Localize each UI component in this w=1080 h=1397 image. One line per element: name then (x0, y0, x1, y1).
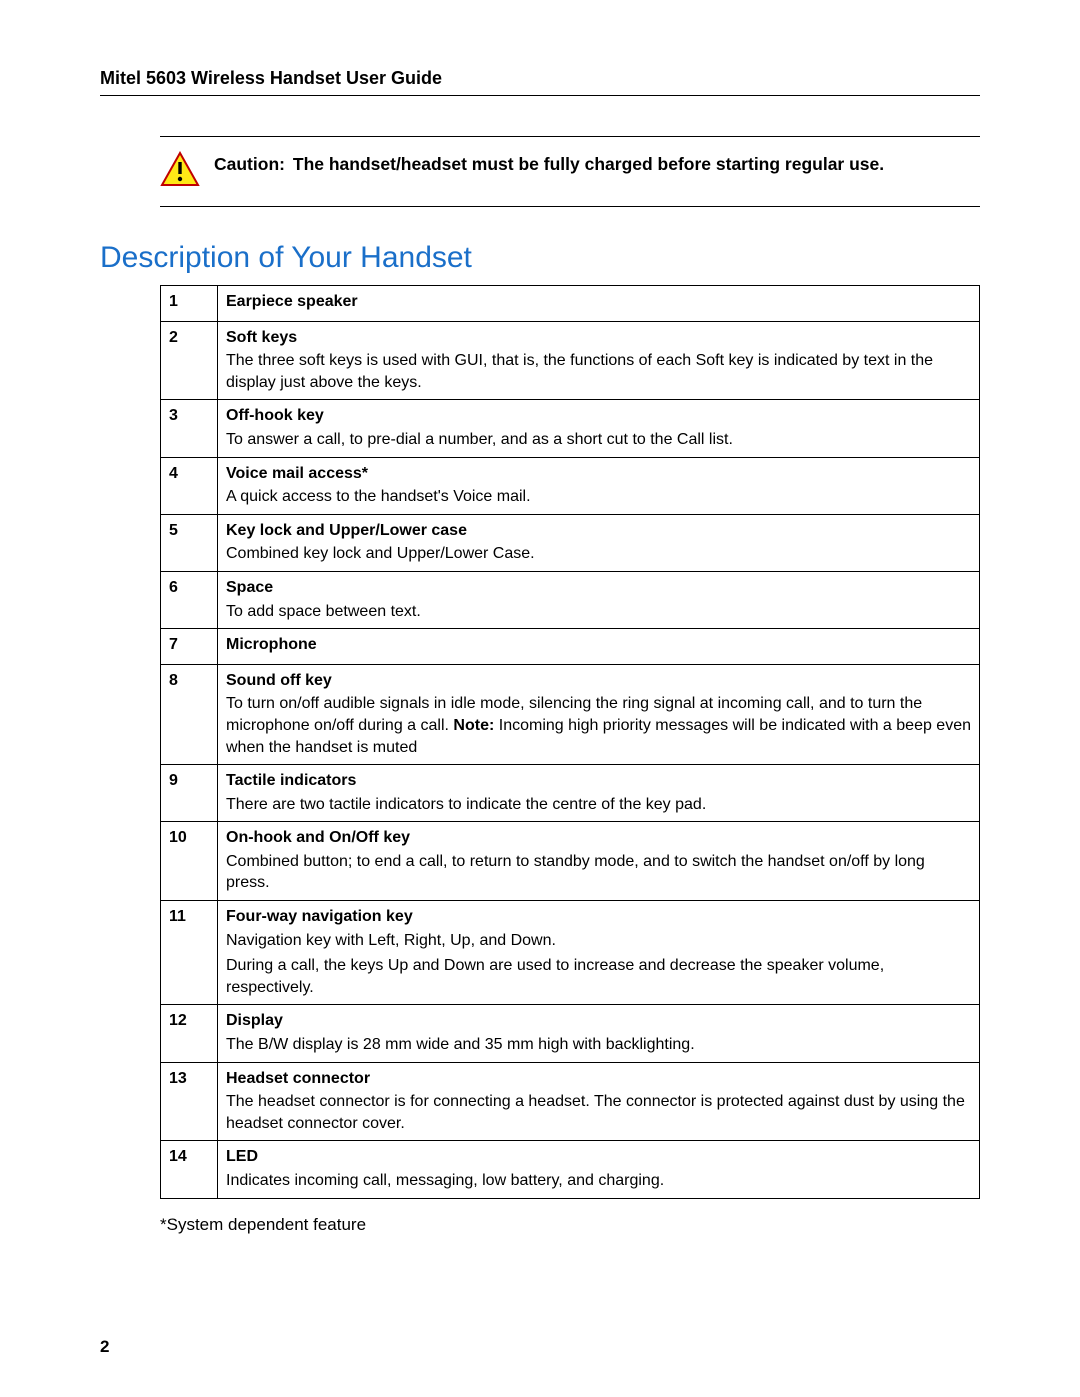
part-title: Space (226, 577, 971, 599)
row-content: Tactile indicatorsThere are two tactile … (218, 765, 980, 822)
table-row: 1 Earpiece speaker (161, 286, 980, 322)
table-row: 10On-hook and On/Off keyCombined button;… (161, 822, 980, 901)
row-content: Microphone (218, 629, 980, 665)
caution-text: Caution: The handset/headset must be ful… (214, 151, 884, 177)
row-content: Sound off keyTo turn on/off audible sign… (218, 664, 980, 764)
table-row: 3Off-hook keyTo answer a call, to pre-di… (161, 400, 980, 457)
part-description: Combined key lock and Upper/Lower Case. (226, 543, 971, 565)
parts-table-wrap: 1Earpiece speaker2Soft keysThe three sof… (160, 285, 980, 1199)
part-title: Four-way navigation key (226, 906, 971, 928)
part-description: Navigation key with Left, Right, Up, and… (226, 930, 971, 952)
row-content: LEDIndicates incoming call, messaging, l… (218, 1141, 980, 1198)
table-row: 4Voice mail access*A quick access to the… (161, 457, 980, 514)
part-description: Combined button; to end a call, to retur… (226, 851, 971, 894)
table-row: 7 Microphone (161, 629, 980, 665)
part-title: Sound off key (226, 670, 971, 692)
part-title: Earpiece speaker (226, 291, 971, 313)
row-number: 5 (161, 514, 218, 571)
row-content: SpaceTo add space between text. (218, 571, 980, 628)
part-title: Off-hook key (226, 405, 971, 427)
row-number: 9 (161, 765, 218, 822)
warning-icon (160, 151, 200, 192)
part-description: During a call, the keys Up and Down are … (226, 955, 971, 998)
part-description: To add space between text. (226, 601, 971, 623)
page-number: 2 (100, 1337, 109, 1357)
row-number: 2 (161, 321, 218, 400)
part-description: A quick access to the handset's Voice ma… (226, 486, 971, 508)
table-row: 5Key lock and Upper/Lower caseCombined k… (161, 514, 980, 571)
part-description: Indicates incoming call, messaging, low … (226, 1170, 971, 1192)
part-description: To answer a call, to pre-dial a number, … (226, 429, 971, 451)
part-description: The headset connector is for connecting … (226, 1091, 971, 1134)
header-title: Mitel 5603 Wireless Handset User Guide (100, 68, 442, 88)
part-title: Display (226, 1010, 971, 1032)
row-number: 14 (161, 1141, 218, 1198)
row-number: 12 (161, 1005, 218, 1062)
row-content: Headset connectorThe headset connector i… (218, 1062, 980, 1141)
parts-table: 1Earpiece speaker2Soft keysThe three sof… (160, 285, 980, 1199)
row-content: DisplayThe B/W display is 28 mm wide and… (218, 1005, 980, 1062)
row-content: Earpiece speaker (218, 286, 980, 322)
caution-block: Caution: The handset/headset must be ful… (160, 136, 980, 207)
part-title: Headset connector (226, 1068, 971, 1090)
row-content: On-hook and On/Off keyCombined button; t… (218, 822, 980, 901)
row-content: Off-hook keyTo answer a call, to pre-dia… (218, 400, 980, 457)
row-number: 11 (161, 901, 218, 1005)
row-number: 6 (161, 571, 218, 628)
row-number: 8 (161, 664, 218, 764)
caution-label: Caution: (214, 153, 288, 177)
part-title: LED (226, 1146, 971, 1168)
part-title: Voice mail access* (226, 463, 971, 485)
table-row: 2Soft keysThe three soft keys is used wi… (161, 321, 980, 400)
row-number: 13 (161, 1062, 218, 1141)
page-header: Mitel 5603 Wireless Handset User Guide (100, 68, 980, 96)
part-title: Microphone (226, 634, 971, 656)
table-row: 8Sound off keyTo turn on/off audible sig… (161, 664, 980, 764)
row-number: 4 (161, 457, 218, 514)
part-title: Tactile indicators (226, 770, 971, 792)
row-content: Voice mail access*A quick access to the … (218, 457, 980, 514)
table-row: 11Four-way navigation keyNavigation key … (161, 901, 980, 1005)
table-row: 14LEDIndicates incoming call, messaging,… (161, 1141, 980, 1198)
row-content: Key lock and Upper/Lower caseCombined ke… (218, 514, 980, 571)
table-row: 6SpaceTo add space between text. (161, 571, 980, 628)
section-title: Description of Your Handset (100, 241, 980, 275)
table-row: 9Tactile indicatorsThere are two tactile… (161, 765, 980, 822)
page: Mitel 5603 Wireless Handset User Guide C… (0, 0, 1080, 1397)
part-title: Soft keys (226, 327, 971, 349)
table-row: 12DisplayThe B/W display is 28 mm wide a… (161, 1005, 980, 1062)
row-content: Four-way navigation keyNavigation key wi… (218, 901, 980, 1005)
row-number: 3 (161, 400, 218, 457)
part-description: There are two tactile indicators to indi… (226, 794, 971, 816)
part-description: To turn on/off audible signals in idle m… (226, 693, 971, 758)
part-description: The B/W display is 28 mm wide and 35 mm … (226, 1034, 971, 1056)
part-title: Key lock and Upper/Lower case (226, 520, 971, 542)
row-number: 7 (161, 629, 218, 665)
part-title: On-hook and On/Off key (226, 827, 971, 849)
footnote: *System dependent feature (160, 1215, 980, 1235)
part-description: The three soft keys is used with GUI, th… (226, 350, 971, 393)
caution-body: The handset/headset must be fully charge… (293, 154, 884, 174)
row-content: Soft keysThe three soft keys is used wit… (218, 321, 980, 400)
row-number: 1 (161, 286, 218, 322)
row-number: 10 (161, 822, 218, 901)
table-row: 13Headset connectorThe headset connector… (161, 1062, 980, 1141)
